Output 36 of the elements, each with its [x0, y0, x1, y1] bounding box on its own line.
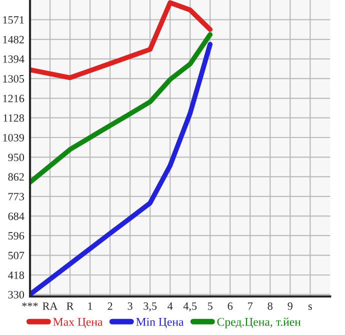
y-tick-label: 1482: [3, 36, 24, 44]
line-series: [30, 0, 213, 80]
y-tick-label: 862: [8, 173, 24, 181]
y-tick-label: 596: [8, 232, 24, 240]
y-tick-label: 773: [8, 192, 24, 200]
y-tick-label: 1571: [3, 16, 24, 24]
y-tick-label: 1305: [3, 75, 24, 83]
x-tick-label: 4,5: [183, 302, 197, 312]
y-tick-label: 1394: [3, 55, 24, 63]
y-tick-label: 684: [8, 212, 24, 220]
x-tick-label: 3: [128, 302, 132, 310]
x-tick-label: 5: [208, 302, 212, 310]
y-tick-label: 330: [8, 290, 24, 298]
x-tick-label: R: [66, 302, 74, 310]
line-series: [30, 42, 213, 296]
x-tick-label: 3,5: [144, 302, 157, 312]
legend-label: Min Цена: [136, 318, 184, 328]
y-tick-label: 1128: [4, 114, 24, 122]
y-tick-label: 1039: [3, 134, 24, 142]
line-series: [30, 32, 213, 185]
x-tick-label: ***: [22, 302, 38, 307]
x-tick-label: 4: [168, 302, 173, 310]
x-tick-label: RA: [42, 302, 58, 310]
y-tick-label: 950: [8, 154, 24, 162]
x-tick-label: 9: [288, 302, 292, 310]
x-tick-label: 7: [248, 302, 253, 310]
legend-label: Сред.Цена, т.йен: [217, 318, 301, 328]
legend-label: Max Цена: [53, 318, 103, 328]
x-tick-label: 1: [88, 302, 92, 310]
x-tick-label: 6: [228, 302, 233, 310]
x-tick-label: s: [308, 304, 312, 310]
y-tick-label: 418: [8, 271, 24, 279]
y-tick-label: 1216: [3, 94, 24, 102]
y-tick-label: 507: [8, 252, 24, 260]
x-tick-label: 2: [108, 302, 112, 310]
x-tick-label: 8: [268, 302, 272, 310]
